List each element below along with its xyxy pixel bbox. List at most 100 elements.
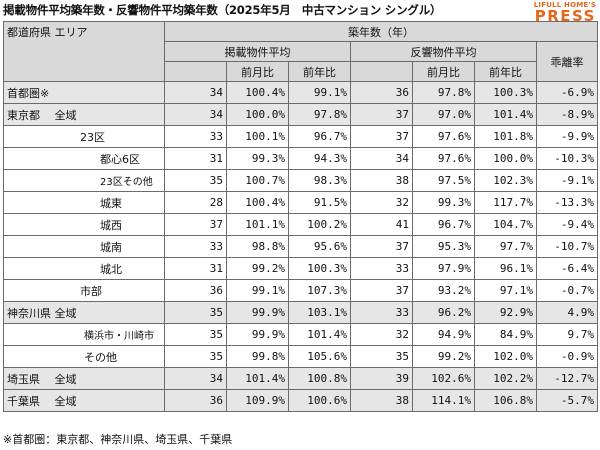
diff-rate: -9.4%: [535, 213, 599, 236]
logo-big-text: PRESS: [534, 7, 596, 25]
response-avg: 38: [350, 389, 413, 412]
response-mom: 96.7%: [412, 213, 475, 236]
row-name: 市部: [3, 279, 165, 302]
response-avg: 37: [350, 279, 413, 302]
listed-yoy: 95.6%: [288, 235, 351, 258]
response-yoy: 84.9%: [474, 323, 537, 346]
response-yoy: 100.3%: [474, 81, 537, 104]
table-row: 23区その他 35 100.7% 98.3% 38 97.5% 102.3% -…: [3, 169, 599, 192]
diff-rate: -8.9%: [535, 103, 599, 126]
table-row: 23区 33 100.1% 96.7% 37 97.6% 101.8% -9.9…: [3, 125, 599, 148]
table-row: その他 35 99.8% 105.6% 35 99.2% 102.0% -0.9…: [3, 345, 599, 368]
response-yoy: 97.7%: [474, 235, 537, 258]
listed-yoy: 94.3%: [288, 147, 351, 170]
listed-mom: 101.1%: [226, 213, 289, 236]
listed-mom: 100.0%: [226, 103, 289, 126]
row-name: 城東: [3, 191, 165, 214]
row-name: 千葉県 全域: [3, 389, 165, 412]
row-name: 横浜市・川崎市: [3, 323, 165, 346]
header-response-yoy: 前年比: [474, 61, 537, 82]
response-avg: 34: [350, 147, 413, 170]
header-diff: 乖離率: [535, 41, 599, 82]
listed-yoy: 100.6%: [288, 389, 351, 412]
table-row: 城南 33 98.8% 95.6% 37 95.3% 97.7% -10.7%: [3, 235, 599, 258]
listed-yoy: 100.3%: [288, 257, 351, 280]
response-yoy: 101.4%: [474, 103, 537, 126]
listed-mom: 99.1%: [226, 279, 289, 302]
listed-avg: 36: [164, 279, 227, 302]
response-mom: 97.6%: [412, 125, 475, 148]
table-row: 都心6区 31 99.3% 94.3% 34 97.6% 100.0% -10.…: [3, 147, 599, 170]
response-yoy: 117.7%: [474, 191, 537, 214]
header-listed-yoy: 前年比: [288, 61, 351, 82]
row-name: その他: [3, 345, 165, 368]
response-mom: 97.6%: [412, 147, 475, 170]
row-name: 神奈川県 全域: [3, 301, 165, 324]
listed-mom: 99.9%: [226, 323, 289, 346]
listed-avg: 35: [164, 323, 227, 346]
diff-rate: -0.9%: [535, 345, 599, 368]
response-mom: 93.2%: [412, 279, 475, 302]
listed-yoy: 103.1%: [288, 301, 351, 324]
listed-mom: 101.4%: [226, 367, 289, 390]
response-avg: 32: [350, 323, 413, 346]
response-avg: 36: [350, 81, 413, 104]
listed-yoy: 100.2%: [288, 213, 351, 236]
header-age-group: 築年数（年）: [163, 21, 599, 42]
response-yoy: 102.2%: [474, 367, 537, 390]
listed-mom: 100.4%: [226, 191, 289, 214]
listed-mom: 100.7%: [226, 169, 289, 192]
lifull-homes-press-logo: LIFULL HOME'S PRESS: [500, 1, 596, 25]
header-listed-avg-blank: [164, 61, 227, 82]
diff-rate: 4.9%: [535, 301, 599, 324]
response-avg: 33: [350, 257, 413, 280]
listed-avg: 35: [164, 301, 227, 324]
page-title: 掲載物件平均築年数・反響物件平均築年数（2025年5月 中古マンション シングル…: [3, 3, 442, 17]
response-avg: 39: [350, 367, 413, 390]
header-region: 都道府県 エリア: [3, 21, 165, 82]
response-mom: 97.9%: [412, 257, 475, 280]
listed-mom: 109.9%: [226, 389, 289, 412]
response-avg: 33: [350, 301, 413, 324]
footnote: ※首都圏：東京都、神奈川県、埼玉県、千葉県: [3, 433, 233, 446]
listed-mom: 99.9%: [226, 301, 289, 324]
listed-yoy: 98.3%: [288, 169, 351, 192]
listed-mom: 100.1%: [226, 125, 289, 148]
table-row: 千葉県 全域 36 109.9% 100.6% 38 114.1% 106.8%…: [3, 389, 599, 412]
diff-rate: -13.3%: [535, 191, 599, 214]
table-row: 城北 31 99.2% 100.3% 33 97.9% 96.1% -6.4%: [3, 257, 599, 280]
table-row: 横浜市・川崎市 35 99.9% 101.4% 32 94.9% 84.9% 9…: [3, 323, 599, 346]
diff-rate: -5.7%: [535, 389, 599, 412]
diff-rate: -0.7%: [535, 279, 599, 302]
listed-yoy: 100.8%: [288, 367, 351, 390]
row-name: 23区その他: [3, 169, 165, 192]
table-row: 市部 36 99.1% 107.3% 37 93.2% 97.1% -0.7%: [3, 279, 599, 302]
row-name: 城南: [3, 235, 165, 258]
response-mom: 114.1%: [412, 389, 475, 412]
table-row: 首都圏※ 34 100.4% 99.1% 36 97.8% 100.3% -6.…: [3, 81, 599, 104]
listed-mom: 99.3%: [226, 147, 289, 170]
table-row: 東京都 全域 34 100.0% 97.8% 37 97.0% 101.4% -…: [3, 103, 599, 126]
response-avg: 38: [350, 169, 413, 192]
listed-mom: 99.8%: [226, 345, 289, 368]
response-yoy: 102.0%: [474, 345, 537, 368]
listed-yoy: 96.7%: [288, 125, 351, 148]
listed-avg: 31: [164, 257, 227, 280]
listed-avg: 34: [164, 81, 227, 104]
table-row: 神奈川県 全域 35 99.9% 103.1% 33 96.2% 92.9% 4…: [3, 301, 599, 324]
row-name: 東京都 全域: [3, 103, 165, 126]
header-listed: 掲載物件平均: [164, 41, 351, 62]
response-mom: 94.9%: [412, 323, 475, 346]
diff-rate: -6.9%: [535, 81, 599, 104]
response-yoy: 102.3%: [474, 169, 537, 192]
header-listed-mom: 前月比: [226, 61, 289, 82]
header-response: 反響物件平均: [350, 41, 537, 62]
response-mom: 97.5%: [412, 169, 475, 192]
response-yoy: 106.8%: [474, 389, 537, 412]
age-table: 都道府県 エリア 築年数（年） 掲載物件平均 反響物件平均 乖離率 前月比 前年…: [3, 21, 599, 412]
table-row: 城東 28 100.4% 91.5% 32 99.3% 117.7% -13.3…: [3, 191, 599, 214]
logo-small-text: LIFULL HOME'S: [533, 1, 596, 9]
listed-avg: 35: [164, 345, 227, 368]
listed-mom: 99.2%: [226, 257, 289, 280]
response-yoy: 104.7%: [474, 213, 537, 236]
